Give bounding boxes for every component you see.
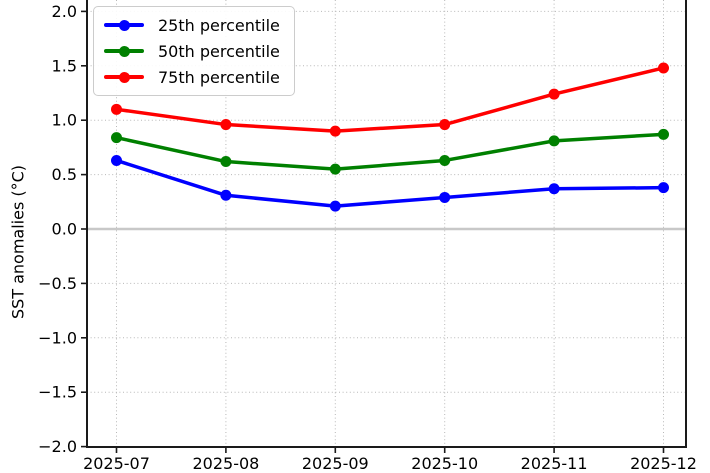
line-25th-percentile [114,158,666,208]
y-tick-label-0: 0.0 [52,220,77,239]
series-75th-percentile [111,62,669,137]
y-tick-label--0.5: −0.5 [38,274,77,293]
legend-label-50th-percentile: 50th percentile [158,41,280,61]
marker-75th-percentile-2025-12 [658,62,669,74]
gridlines [87,0,686,447]
legend: 25th percentile 50th percentile 75th per… [93,6,295,96]
marker-25th-percentile-2025-12 [658,182,669,194]
y-tick-label--1.5: −1.5 [38,383,77,402]
x-tick-label-2025-08: 2025-08 [192,454,259,473]
legend-label-25th-percentile: 25th percentile [158,15,280,35]
legend-item-50th-percentile: 50th percentile [104,38,280,64]
marker-50th-percentile-2025-11 [548,135,560,147]
x-tick-label-2025-11: 2025-11 [521,454,588,473]
axes-spines [86,0,687,448]
marker-25th-percentile-2025-07 [111,154,122,166]
marker-75th-percentile-2025-08 [220,119,232,131]
marker-75th-percentile-2025-07 [111,103,122,115]
marker-50th-percentile-2025-10 [439,154,451,166]
marker-75th-percentile-2025-09 [329,125,341,137]
series-50th-percentile [111,128,669,175]
y-tick-label--1: −1.0 [38,328,77,347]
marker-75th-percentile-2025-10 [439,119,451,131]
y-tick-label--2: −2.0 [38,437,77,456]
legend-label-75th-percentile: 75th percentile [158,67,280,87]
y-axis-title: SST anomalies (°C) [8,164,28,320]
x-tick-label-2025-09: 2025-09 [302,454,369,473]
marker-50th-percentile-2025-12 [658,128,669,140]
marker-25th-percentile-2025-10 [439,191,451,203]
axis-tick-labels: 2.0 1.5 1.0 0.5 0.0 −0.5 −1.0 −1.5 −2.0 2025-07 20… [38,2,697,473]
legend-swatch-25th-percentile-icon [104,19,144,31]
y-tick-label-1: 1.0 [52,111,77,130]
line-50th-percentile [114,132,666,171]
marker-25th-percentile-2025-08 [220,189,232,201]
marker-50th-percentile-2025-09 [329,163,341,175]
legend-swatch-50th-percentile-icon [104,45,144,57]
x-tick-label-2025-10: 2025-10 [411,454,478,473]
legend-item-75th-percentile: 75th percentile [104,64,280,90]
data-series [111,62,669,212]
y-tick-label-2: 2.0 [52,2,77,21]
marker-25th-percentile-2025-11 [548,183,560,195]
y-tick-label-0.5: 0.5 [52,165,77,184]
line-75th-percentile [114,66,666,133]
marker-50th-percentile-2025-08 [220,156,232,168]
x-tick-label-2025-07: 2025-07 [83,454,150,473]
legend-swatch-75th-percentile-icon [104,71,144,83]
x-tick-label-2025-12: 2025-12 [630,454,697,473]
marker-50th-percentile-2025-07 [111,132,122,144]
axis-ticks [81,10,665,453]
marker-75th-percentile-2025-11 [548,88,560,100]
y-tick-label-1.5: 1.5 [52,56,77,75]
marker-25th-percentile-2025-09 [329,200,341,212]
legend-item-25th-percentile: 25th percentile [104,12,280,38]
series-25th-percentile [111,154,669,212]
